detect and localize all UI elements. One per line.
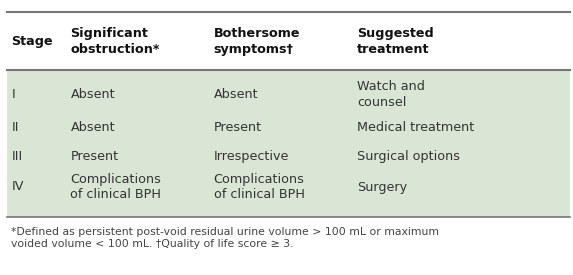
Text: Watch and
counsel: Watch and counsel: [357, 80, 425, 109]
Text: II: II: [11, 121, 19, 134]
Text: Stage: Stage: [11, 35, 53, 48]
Text: Absent: Absent: [214, 88, 258, 101]
Text: Complications
of clinical BPH: Complications of clinical BPH: [214, 172, 305, 202]
Text: Surgery: Surgery: [357, 180, 407, 194]
Text: Complications
of clinical BPH: Complications of clinical BPH: [70, 172, 162, 202]
Text: Present: Present: [214, 121, 262, 134]
Text: Absent: Absent: [70, 88, 115, 101]
Text: Surgical options: Surgical options: [357, 150, 460, 163]
Bar: [7, 12, 570, 70]
Text: IV: IV: [11, 180, 24, 194]
Text: Suggested
treatment: Suggested treatment: [357, 27, 434, 56]
Text: Medical treatment: Medical treatment: [357, 121, 474, 134]
Text: I: I: [11, 88, 15, 101]
Text: Significant
obstruction*: Significant obstruction*: [70, 27, 160, 56]
Text: Present: Present: [70, 150, 119, 163]
Text: III: III: [11, 150, 23, 163]
Text: Irrespective: Irrespective: [214, 150, 289, 163]
Text: *Defined as persistent post-void residual urine volume > 100 mL or maximum
voide: *Defined as persistent post-void residua…: [11, 227, 439, 249]
Text: Bothersome
symptoms†: Bothersome symptoms†: [214, 27, 300, 56]
Bar: [7, 12, 570, 217]
Text: Absent: Absent: [70, 121, 115, 134]
